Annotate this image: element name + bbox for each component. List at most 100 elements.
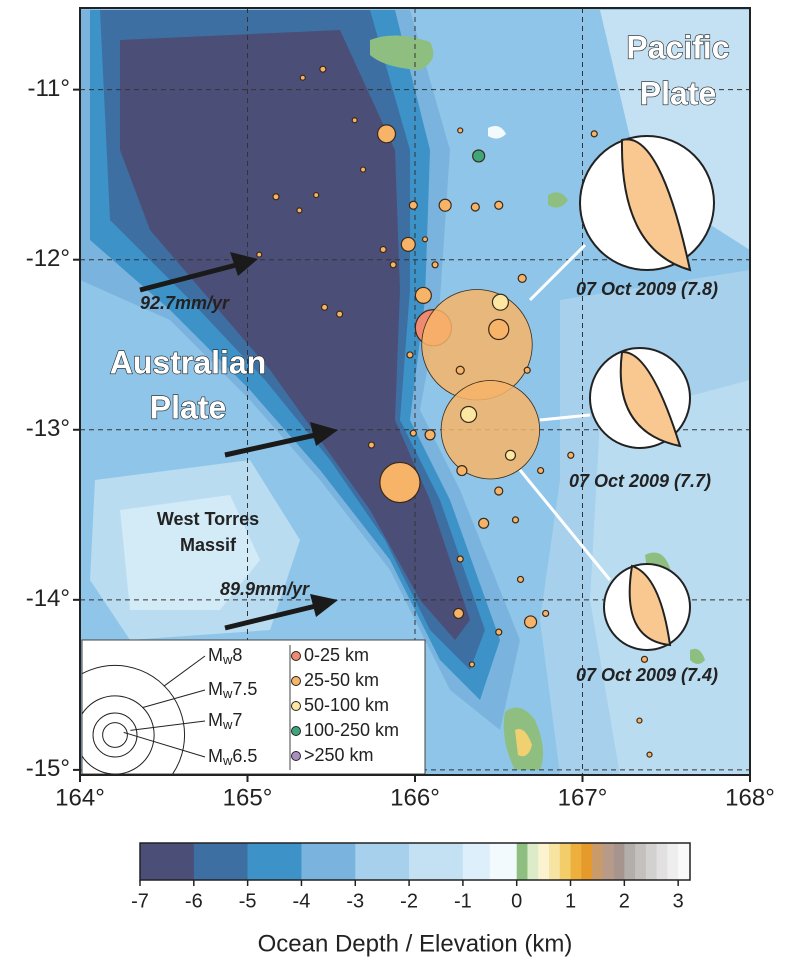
colorbar-segment: [581, 843, 593, 880]
plate-label: Australian: [110, 344, 266, 380]
legend-swatch: [291, 701, 301, 711]
magnitude-subscript: w: [222, 717, 233, 732]
colorbar-segment: [538, 843, 550, 880]
colorbar-tick-label: 3: [673, 890, 684, 912]
magnitude-symbol: M: [208, 645, 223, 665]
magnitude-circle: [82, 664, 186, 774]
leader-line: [123, 731, 206, 758]
magnitude-symbol: M: [208, 679, 223, 699]
earthquake: [636, 717, 643, 724]
colorbar-tick-label: -1: [454, 890, 472, 912]
earthquake: [313, 191, 320, 199]
colorbar-segment: [667, 843, 679, 880]
earthquake: [367, 441, 376, 449]
magnitude-symbol: M: [208, 710, 223, 730]
leader-line: [163, 655, 206, 687]
x-tick-label: 165°: [223, 784, 273, 811]
earthquake: [351, 117, 358, 124]
earthquake: [424, 429, 436, 441]
magnitude-circle: [92, 712, 138, 758]
earthquake: [336, 310, 344, 318]
earthquake: [495, 628, 503, 636]
earthquake: [456, 555, 464, 563]
colorbar-segment: [635, 843, 647, 880]
magnitude-legend: [82, 664, 186, 774]
colorbar-segment: [462, 843, 491, 880]
leader-line: [130, 720, 206, 731]
earthquake: [491, 293, 510, 311]
legend-label: 0-25 km: [304, 645, 369, 665]
leader-line: [142, 689, 206, 709]
earthquake: [438, 198, 452, 212]
magnitude-value: 8: [232, 645, 242, 665]
plate-label: Pacific: [626, 29, 729, 65]
colorbar-tick-label: -3: [346, 890, 364, 912]
earthquake: [567, 451, 575, 459]
earthquake: [537, 466, 545, 475]
earthquake: [494, 486, 504, 496]
earthquake: [640, 655, 649, 663]
earthquake: [379, 461, 421, 504]
earthquake: [319, 65, 327, 73]
colorbar-tick-label: -7: [131, 890, 149, 912]
magnitude-subscript: w: [222, 652, 233, 667]
colorbar-tick-label: 0: [511, 890, 522, 912]
colorbar-segment: [355, 843, 410, 880]
earthquake: [523, 366, 531, 374]
mechanism-label: 07 Oct 2009 (7.8): [576, 279, 718, 299]
magnitude-label: Mw7: [208, 710, 242, 733]
focal-mechanisms: [579, 135, 715, 651]
magnitude-label: Mw6.5: [208, 746, 257, 769]
colorbar-segment: [613, 843, 625, 880]
legend-label: 100-250 km: [304, 720, 399, 740]
colorbar-segment: [624, 843, 636, 880]
feature-label: West Torres: [157, 509, 259, 529]
colorbar-tick-label: 1: [565, 890, 576, 912]
mechanism-label: 07 Oct 2009 (7.7): [569, 471, 711, 491]
earthquake: [400, 236, 416, 252]
earthquake: [457, 127, 464, 134]
colorbar-tick-label: -2: [400, 890, 418, 912]
earthquake: [406, 351, 414, 359]
plate-label: Plate: [150, 389, 226, 425]
magnitude-value: 6.5: [232, 746, 257, 766]
earthquake: [431, 261, 439, 269]
feature-label: Massif: [180, 535, 237, 555]
legend-swatch: [291, 726, 301, 736]
earthquake: [440, 380, 541, 480]
colorbar-segment: [549, 843, 561, 880]
colorbar-tick-label: -6: [185, 890, 203, 912]
earthquake: [272, 193, 280, 201]
earthquake: [646, 751, 653, 758]
magnitude-subscript: w: [222, 753, 233, 768]
colorbar-title: Ocean Depth / Elevation (km): [258, 930, 573, 957]
colorbar-segment: [678, 843, 691, 880]
legend-swatch: [291, 651, 301, 661]
earthquake: [296, 207, 303, 214]
legend-swatch: [291, 676, 301, 686]
earthquake: [470, 202, 480, 212]
earthquakes: [256, 65, 653, 758]
earthquake: [460, 405, 478, 424]
earthquake: [414, 286, 432, 305]
colorbar-segment: [516, 843, 528, 880]
x-tick-label: 166°: [390, 784, 440, 811]
earthquake: [408, 200, 418, 210]
colorbar-tick-label: -4: [293, 890, 311, 912]
y-tick-label: -13°: [26, 415, 70, 442]
colorbar-segment: [193, 843, 248, 880]
earthquake: [299, 74, 306, 81]
earthquake: [256, 251, 263, 258]
legend-swatch: [291, 751, 301, 761]
mechanism-links: [518, 243, 612, 581]
y-tick-label: -11°: [27, 75, 70, 102]
colorbar-tick-label: 2: [619, 890, 630, 912]
colorbar-segment: [409, 843, 464, 880]
colorbar-segment: [527, 843, 539, 880]
earthquake: [456, 464, 468, 477]
plate-label: Plate: [640, 75, 716, 111]
plate-motion-arrows: [139, 252, 338, 631]
legend-label: 25-50 km: [304, 670, 379, 690]
colorbar-tick-label: -5: [239, 890, 257, 912]
